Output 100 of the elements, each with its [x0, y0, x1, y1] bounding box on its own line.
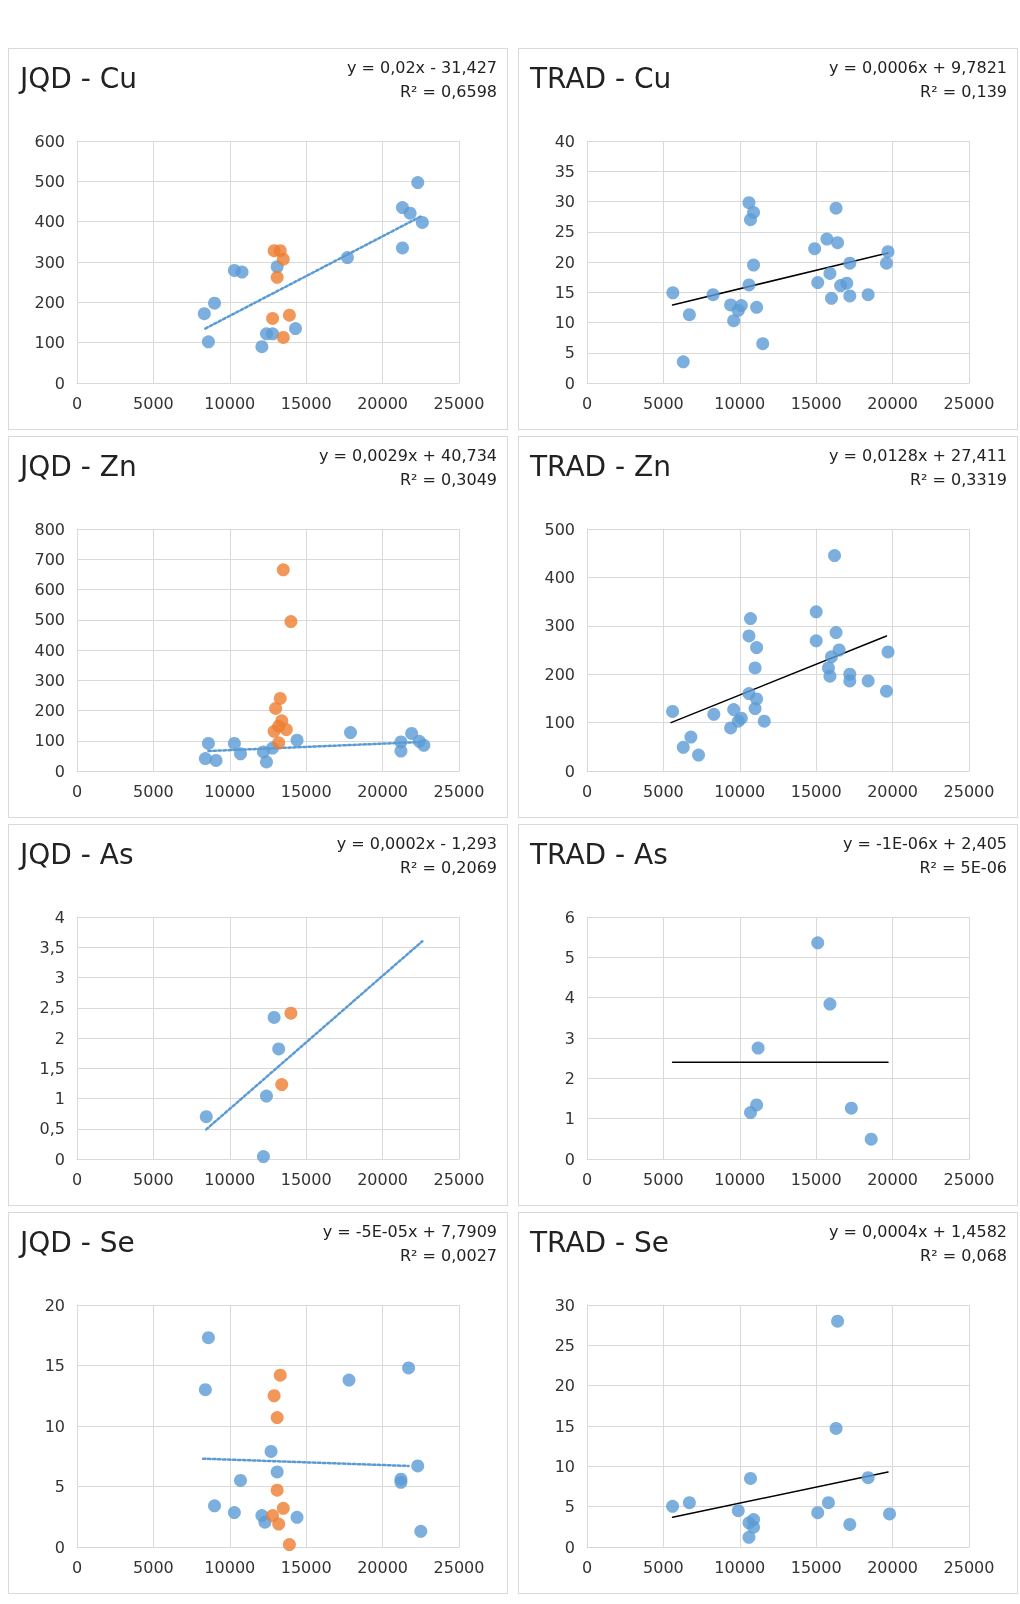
- y-tick-label: 4: [54, 907, 65, 927]
- y-tick-label: 0: [564, 1537, 575, 1557]
- y-tick-label: 1,5: [39, 1058, 65, 1078]
- text: R² = 0,068: [920, 1245, 1008, 1265]
- text: R² = 0,2069: [399, 857, 497, 877]
- x-tick-label: 10000: [714, 393, 766, 413]
- y-tick-label: 20: [44, 1295, 65, 1315]
- text: R² = 0,6598: [399, 81, 497, 101]
- x-tick-label: 5000: [133, 393, 174, 413]
- x-tick-label: 0: [581, 1557, 593, 1577]
- text: y = 0,0128x + 27,411: [828, 445, 1007, 465]
- x-tick-label: 20000: [867, 1557, 919, 1577]
- y-tick-label: 10: [44, 1416, 65, 1436]
- chart-title: JQD - Cu: [18, 61, 138, 95]
- y-tick-label: 5: [564, 343, 575, 363]
- y-tick-label: 0: [54, 1149, 65, 1169]
- y-tick-label: 500: [34, 610, 65, 630]
- x-tick-label: 20000: [357, 393, 409, 413]
- y-tick-label: 4: [564, 988, 575, 1008]
- y-tick-label: 5: [564, 947, 575, 967]
- x-tick-label: 20000: [357, 781, 409, 801]
- x-tick-label: 20000: [867, 781, 919, 801]
- chart-title: TRAD - As: [529, 837, 668, 871]
- x-tick-label: 10000: [714, 1557, 766, 1577]
- text: R² = 0,139: [920, 81, 1008, 101]
- y-tick-label: 400: [34, 212, 65, 232]
- y-tick-label: 200: [34, 701, 65, 720]
- x-tick-label: 15000: [280, 393, 332, 413]
- chart-title: TRAD - Zn: [529, 449, 671, 483]
- text: y = 0,02x - 31,427: [346, 57, 498, 77]
- y-tick-label: 800: [34, 519, 65, 539]
- x-tick-label: 0: [581, 1169, 593, 1189]
- x-tick-label: 20000: [867, 393, 919, 413]
- chart-title: TRAD - Cu: [529, 61, 672, 95]
- x-tick-label: 5000: [643, 393, 684, 413]
- y-tick-label: 5: [564, 1497, 575, 1517]
- y-tick-label: 100: [34, 333, 65, 353]
- y-tick-label: 10: [554, 313, 575, 332]
- x-tick-label: 25000: [943, 1169, 995, 1189]
- text: R² = 5E-06: [919, 857, 1007, 877]
- y-tick-label: 500: [544, 519, 575, 539]
- x-tick-label: 15000: [280, 781, 332, 801]
- chart-title: JQD - Se: [18, 1225, 135, 1259]
- y-tick-label: 5: [54, 1477, 65, 1496]
- y-tick-label: 500: [34, 171, 65, 191]
- y-tick-label: 3,5: [39, 937, 65, 957]
- y-tick-label: 3: [54, 968, 65, 987]
- x-tick-label: 5000: [643, 1557, 684, 1577]
- y-tick-label: 20: [554, 252, 575, 272]
- x-tick-label: 5000: [133, 1557, 174, 1577]
- y-tick-label: 6: [564, 907, 575, 927]
- y-tick-label: 2: [54, 1028, 65, 1048]
- x-tick-label: 10000: [204, 1169, 256, 1189]
- x-tick-label: 20000: [357, 1557, 409, 1577]
- x-tick-label: 5000: [133, 1169, 174, 1189]
- x-tick-label: 15000: [790, 1169, 842, 1189]
- y-tick-label: 20: [554, 1376, 575, 1396]
- x-tick-label: 0: [71, 1169, 83, 1189]
- y-tick-label: 400: [34, 640, 65, 660]
- x-tick-label: 15000: [790, 781, 842, 801]
- x-tick-label: 5000: [133, 781, 174, 801]
- text: y = 0,0004x + 1,4582: [828, 1221, 1007, 1241]
- y-tick-label: 0: [564, 373, 575, 393]
- x-tick-label: 10000: [204, 1557, 256, 1577]
- y-tick-label: 300: [544, 616, 575, 636]
- x-tick-label: 25000: [943, 393, 995, 413]
- x-tick-label: 25000: [433, 781, 485, 801]
- x-tick-label: 15000: [280, 1557, 332, 1577]
- x-tick-label: 5000: [643, 781, 684, 801]
- text: R² = 0,3049: [399, 469, 497, 489]
- text: y = -1E-06x + 2,405: [842, 833, 1007, 853]
- y-tick-label: 3: [564, 1028, 575, 1048]
- y-tick-label: 200: [544, 664, 575, 684]
- x-tick-label: 15000: [790, 1557, 842, 1577]
- y-tick-label: 10: [554, 1456, 575, 1476]
- y-tick-label: 15: [44, 1356, 65, 1375]
- text: y = 0,0029x + 40,734: [318, 445, 497, 465]
- x-tick-label: 25000: [943, 781, 995, 801]
- y-tick-label: 1: [564, 1109, 575, 1129]
- y-tick-label: 15: [554, 1416, 575, 1436]
- x-tick-label: 10000: [714, 781, 766, 801]
- x-tick-label: 5000: [643, 1169, 684, 1189]
- text: y = 0,0006x + 9,7821: [828, 57, 1007, 77]
- y-tick-label: 30: [554, 192, 575, 211]
- x-tick-label: 10000: [204, 781, 256, 801]
- y-tick-label: 0: [54, 1537, 65, 1557]
- x-tick-label: 20000: [867, 1169, 919, 1189]
- y-tick-label: 35: [554, 161, 575, 181]
- y-tick-label: 0,5: [39, 1119, 65, 1139]
- x-tick-label: 0: [71, 1557, 83, 1577]
- chart-title: TRAD - Se: [529, 1225, 670, 1259]
- text: R² = 0,3319: [909, 469, 1007, 489]
- y-tick-label: 300: [34, 252, 65, 272]
- x-tick-label: 25000: [943, 1557, 995, 1577]
- y-tick-label: 600: [34, 131, 65, 151]
- text: y = -5E-05x + 7,7909: [322, 1221, 498, 1241]
- y-tick-label: 100: [34, 731, 65, 751]
- x-tick-label: 25000: [433, 1169, 485, 1189]
- y-tick-label: 2: [564, 1068, 575, 1088]
- y-tick-label: 200: [34, 292, 65, 312]
